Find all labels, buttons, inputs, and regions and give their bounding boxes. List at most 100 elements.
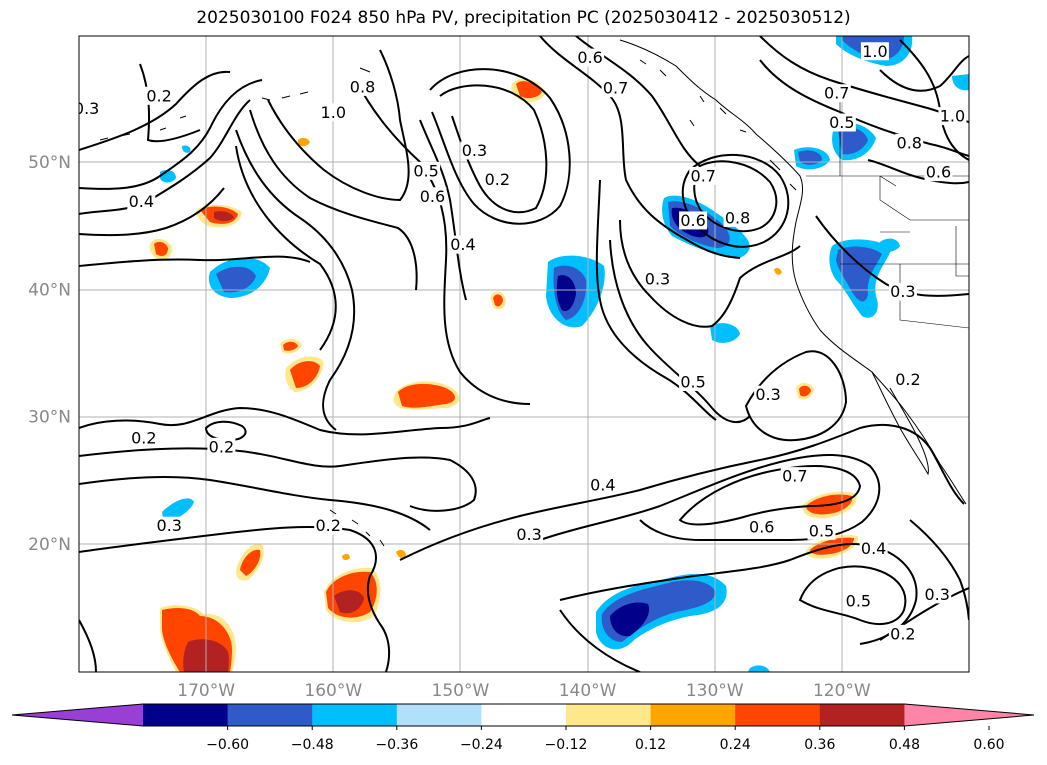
- precip-blob: [240, 549, 261, 576]
- colorbar-segment: [396, 704, 482, 726]
- pv-contour: [609, 239, 751, 424]
- lon-tick-labels: 170°W 160°W 150°W 140°W 130°W 120°W: [177, 681, 871, 701]
- pv-contour: [79, 447, 477, 512]
- pv-contour: [439, 84, 548, 214]
- pv-contour: [235, 129, 356, 431]
- contour-label-background: [938, 107, 967, 126]
- pv-contour: [909, 519, 969, 621]
- lat-tick-label: 30°N: [28, 408, 71, 428]
- contour-label-background: [689, 166, 718, 185]
- contour-label: 0.6: [577, 48, 602, 67]
- pv-contour: [79, 619, 97, 672]
- precip-blob: [396, 549, 406, 559]
- colorbar-tick-label: 0.36: [804, 737, 835, 753]
- colorbar-tick-label: −0.24: [460, 737, 503, 753]
- contour-label-background: [895, 133, 924, 152]
- colorbar-tick-label: −0.36: [375, 737, 418, 753]
- contour-label-background: [460, 141, 489, 160]
- contour-label: 0.3: [516, 525, 541, 544]
- colorbar-tick-label: 0.48: [889, 737, 920, 753]
- lon-tick-label: 150°W: [432, 681, 490, 701]
- hawaiian-islands: [329, 509, 385, 547]
- colorbar-segment: [566, 704, 652, 726]
- pv-contour: [595, 179, 717, 421]
- contour-label-background: [79, 99, 101, 118]
- contour-label-background: [780, 467, 809, 486]
- pv-contour: [355, 79, 531, 405]
- contour-label: 0.5: [846, 591, 871, 610]
- contour-label-background: [314, 516, 343, 535]
- contour-label: 0.2: [890, 624, 915, 643]
- precip-blob: [298, 137, 310, 147]
- precip-blob: [283, 341, 298, 351]
- contour-label: 0.5: [680, 372, 705, 391]
- contour-label-background: [859, 539, 888, 558]
- contour-label: 0.5: [829, 113, 854, 132]
- contour-label: 0.5: [809, 521, 834, 540]
- pv-contour: [419, 119, 467, 301]
- contour-label-background: [412, 161, 441, 180]
- colorbar-segment: [650, 704, 736, 726]
- contour-label: 1.0: [862, 42, 887, 61]
- pv-contour: [619, 219, 801, 328]
- precip-blob: [556, 275, 576, 312]
- precip-blob: [290, 361, 320, 388]
- lat-tick-label: 50°N: [28, 153, 71, 173]
- contour-labels: 0.30.20.41.00.80.50.60.30.20.40.60.70.70…: [79, 42, 967, 643]
- precip-blob: [774, 267, 782, 275]
- contour-label: 0.2: [895, 370, 920, 389]
- precip-blob: [182, 145, 191, 153]
- pv-contour: [678, 465, 862, 526]
- contour-label-background: [888, 282, 917, 301]
- precip-blob: [334, 590, 364, 614]
- pv-contour: [879, 55, 969, 92]
- pv-contour: [79, 187, 225, 237]
- contour-label: 0.2: [315, 516, 340, 535]
- pv-contour: [249, 109, 418, 291]
- baja-peninsula: [871, 371, 929, 476]
- precip-blob: [836, 246, 882, 302]
- contour-label: 0.3: [755, 385, 780, 404]
- colorbar-tick-label: −0.12: [545, 737, 588, 753]
- contour-label: 0.8: [897, 133, 922, 152]
- precip-blob: [798, 150, 822, 165]
- contour-label-background: [155, 516, 184, 535]
- contour-label-background: [844, 591, 873, 610]
- colorbar-tick-label: 0.60: [973, 737, 1004, 753]
- contour-label-background: [679, 372, 708, 391]
- precip-blob: [838, 127, 868, 155]
- pv-contour: [79, 526, 391, 672]
- pv-contour: [267, 49, 410, 202]
- contour-label-background: [807, 521, 836, 540]
- contour-label: 0.8: [350, 77, 375, 96]
- contour-label-background: [448, 235, 477, 254]
- pv-contour: [815, 215, 969, 297]
- contour-label: 0.6: [926, 163, 951, 182]
- precip-blob: [516, 81, 542, 99]
- contour-label-background: [207, 437, 236, 456]
- contour-label-background: [127, 192, 156, 211]
- contour-label-background: [515, 525, 544, 544]
- map-background: [79, 36, 969, 672]
- contour-label-background: [924, 163, 953, 182]
- pv-contour: [79, 70, 231, 151]
- precip-blob: [342, 553, 350, 561]
- contour-label-background: [145, 86, 174, 105]
- colorbar-tick-label: 0.12: [635, 737, 666, 753]
- contour-label: 0.4: [129, 192, 154, 211]
- contour-label: 0.3: [157, 516, 182, 535]
- pv-contour: [399, 424, 965, 561]
- contour-label: 1.0: [940, 107, 965, 126]
- contour-label-background: [679, 211, 708, 230]
- contour-label-background: [643, 269, 672, 288]
- colorbar-segment: [312, 704, 398, 726]
- contour-label: 0.7: [691, 166, 716, 185]
- lon-tick-label: 160°W: [304, 681, 362, 701]
- pv-contour: [759, 59, 969, 157]
- precip-blob: [214, 211, 234, 221]
- coastal-islands: [639, 59, 797, 191]
- precip-blob: [710, 323, 740, 343]
- colorbar-extend-low: [12, 704, 143, 726]
- contour-label-background: [923, 585, 952, 604]
- graticule: [79, 36, 969, 672]
